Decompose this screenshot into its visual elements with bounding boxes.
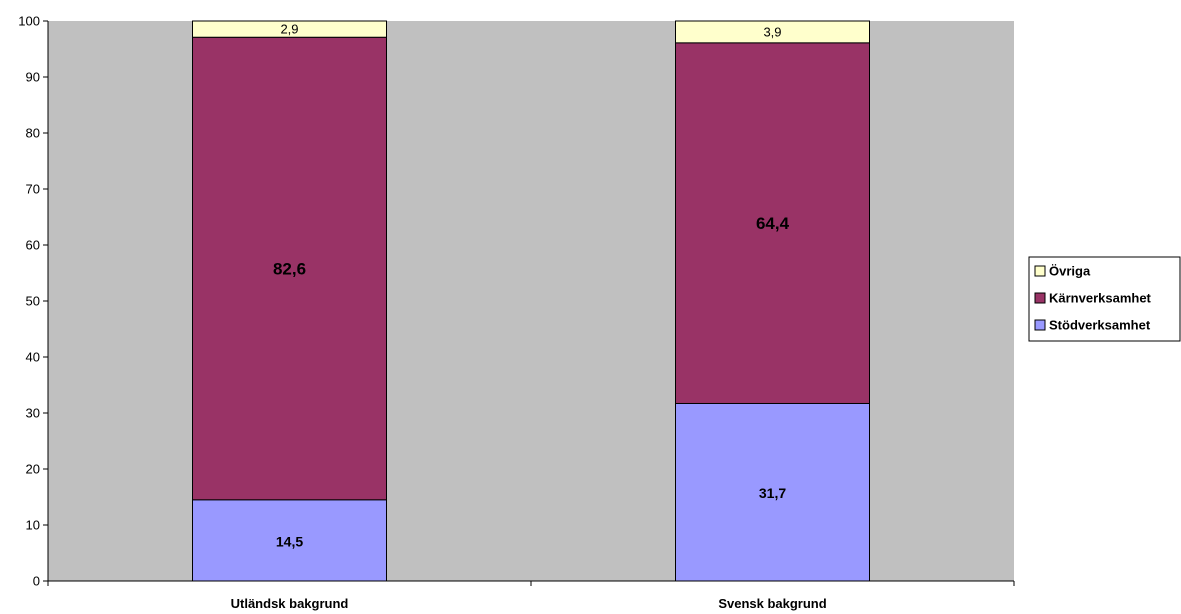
x-category-label: Svensk bakgrund <box>718 596 826 611</box>
bar-segment <box>675 402 870 582</box>
y-tick-label: 100 <box>18 14 40 29</box>
y-tick-label: 60 <box>26 238 40 253</box>
legend: Övriga Kärnverksamhet Stödverksamhet <box>1028 256 1181 342</box>
bars: 14,5 82,6 2,9 31,7 64,4 3,9 <box>192 20 870 582</box>
bar-segment <box>192 20 387 38</box>
data-label: 82,6 <box>273 260 306 279</box>
legend-swatch <box>1034 292 1046 304</box>
bar-segment <box>675 42 870 404</box>
legend-label: Övriga <box>1049 264 1091 279</box>
data-label: 3,9 <box>763 24 781 39</box>
y-tick-label: 80 <box>26 126 40 141</box>
legend-swatch <box>1034 265 1046 277</box>
data-label: 31,7 <box>759 485 786 501</box>
y-axis: 0 10 20 30 40 50 60 70 80 90 100 <box>18 14 49 589</box>
data-label: 2,9 <box>280 22 298 37</box>
x-category-label: Utländsk bakgrund <box>231 596 349 611</box>
data-label: 64,4 <box>756 214 790 233</box>
y-tick-label: 30 <box>26 406 40 421</box>
y-tick-label: 70 <box>26 182 40 197</box>
y-tick-label: 0 <box>33 574 40 589</box>
y-tick-label: 40 <box>26 350 40 365</box>
legend-box <box>1028 256 1181 342</box>
bar-segment <box>192 36 387 501</box>
x-axis: Utländsk bakgrund Svensk bakgrund <box>47 580 1015 611</box>
legend-label: Kärnverksamhet <box>1049 291 1152 306</box>
y-tick-label: 10 <box>26 518 40 533</box>
y-tick-label: 50 <box>26 294 40 309</box>
data-label: 14,5 <box>276 533 303 549</box>
y-tick-label: 90 <box>26 70 40 85</box>
y-tick-label: 20 <box>26 462 40 477</box>
legend-label: Stödverksamhet <box>1049 318 1151 333</box>
legend-swatch <box>1034 319 1046 331</box>
bar-segment <box>675 20 870 44</box>
